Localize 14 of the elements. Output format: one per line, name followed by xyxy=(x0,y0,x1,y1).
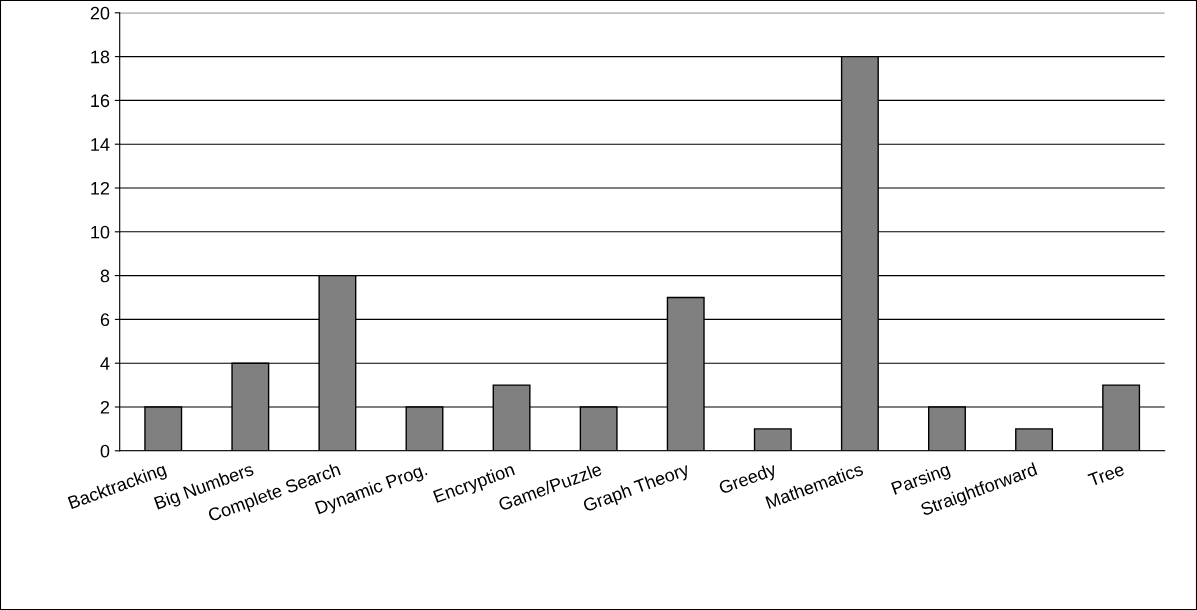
y-tick-label: 14 xyxy=(91,138,110,151)
y-tick-label: 20 xyxy=(90,6,110,20)
y-tick-label: 0 xyxy=(100,444,110,458)
y-tick-label: 10 xyxy=(91,225,110,239)
y-tick-label: 4 xyxy=(100,357,110,370)
bar xyxy=(753,428,792,451)
x-tick-label: Tree xyxy=(1087,462,1125,487)
y-tick-label: 6 xyxy=(100,313,110,327)
y-tick-label: 12 xyxy=(91,181,110,195)
y-tick-label: 18 xyxy=(91,50,110,64)
y-tick-label: 16 xyxy=(91,94,110,108)
y-tick-label: 2 xyxy=(100,400,110,414)
bar xyxy=(1015,428,1054,451)
y-tick-label: 8 xyxy=(100,269,110,283)
